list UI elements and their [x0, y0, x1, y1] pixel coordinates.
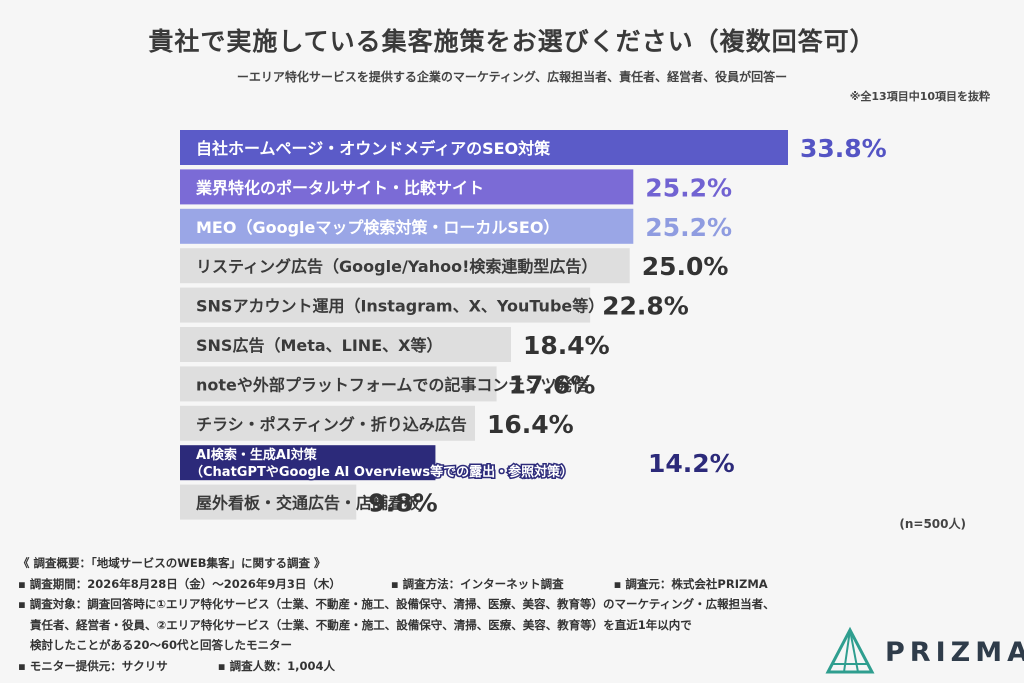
- chart-subtitle: ーエリア特化サービスを提供する企業のマーケティング、広報担当者、責任者、経営者、…: [236, 70, 788, 84]
- value-label-5: 18.4%: [523, 331, 610, 360]
- sample-size-note: (n=500人): [899, 517, 966, 531]
- survey-target-1: ▪ 調査対象：調査回答時に①エリア特化サービス（士業、不動産・施工、設備保守、清…: [18, 597, 775, 611]
- bar-label-0: 自社ホームページ・オウンドメディアのSEO対策: [196, 139, 551, 158]
- value-label-2: 25.2%: [645, 213, 732, 242]
- bar-4: [180, 287, 591, 323]
- bar-label-4: SNSアカウント運用（Instagram、X、YouTube等）: [196, 297, 604, 316]
- bar-8: [180, 445, 436, 481]
- bar-2: [180, 208, 634, 244]
- bar-6: [180, 366, 497, 402]
- survey-count: ▪ 調査人数：1,004人: [217, 658, 335, 673]
- value-label-1: 25.2%: [645, 173, 732, 202]
- survey-provider-row: ▪ モニター提供元：サクリサ ▪ 調査人数：1,004人: [18, 656, 838, 677]
- bar-5: [180, 327, 511, 362]
- bar-7: [180, 405, 476, 441]
- value-label-7: 16.4%: [487, 410, 574, 439]
- bar-label-1: 業界特化のポータルサイト・比較サイト: [195, 178, 484, 197]
- bar-label-3: リスティング広告（Google/Yahoo!検索連動型広告）: [196, 257, 597, 276]
- value-label-4: 22.8%: [602, 292, 689, 321]
- survey-heading: 《 調査概要：「地域サービスのWEB集客」に関する調査 》: [18, 556, 326, 570]
- survey-target-3: 検討したことがある20〜60代と回答したモニター: [30, 638, 293, 652]
- survey-provider: ▪ モニター提供元：サクリサ: [18, 658, 168, 673]
- bar-0: [180, 130, 788, 165]
- bar-label-8: AI検索・生成AI対策: [196, 447, 318, 463]
- bar-9: [180, 484, 357, 520]
- prizma-logo-icon: [825, 626, 875, 674]
- bar-chart: 自社ホームページ・オウンドメディアのSEO対策 33.8% 業界特化のポータルサイト…: [180, 130, 887, 520]
- survey-period: ▪ 調査期間：2026年8月28日（金）〜2026年9月3日（木）: [18, 576, 341, 591]
- survey-method: ▪ 調査方法：インターネット調査: [390, 576, 564, 591]
- bar-label-5: SNS広告（Meta、LINE、X等）: [196, 336, 442, 355]
- survey-target-2: 責任者、経営者・役員、②エリア特化サービス（士業、不動産・施工、設備保守、清掃、…: [30, 617, 692, 632]
- bar-label-2: MEO（Googleマップ検索対策・ローカルSEO）: [196, 218, 559, 237]
- bar-label-6: noteや外部プラットフォームでの記事コンテンツ発信: [196, 375, 588, 394]
- survey-summary: 《 調査概要：「地域サービスのWEB集客」に関する調査 》 ▪ 調査期間：202…: [18, 553, 838, 676]
- value-label-8: 14.2%: [648, 449, 735, 478]
- value-label-0: 33.8%: [800, 134, 887, 163]
- survey-source: ▪ 調査元：株式会社PRIZMA: [613, 576, 768, 591]
- prizma-logo-text: PRIZMA: [885, 637, 1024, 668]
- bar-1: [180, 169, 634, 205]
- bar-3: [180, 248, 630, 284]
- excerpt-note: ※全13項目中10項目を抜粋: [849, 90, 990, 103]
- bar-label-9: 屋外看板・交通広告・店舗看板: [196, 494, 421, 513]
- value-label-9: 9.8%: [368, 489, 437, 518]
- value-label-3: 25.0%: [642, 252, 729, 281]
- bar-sublabel-8: （ChatGPTやGoogle AI Overviews等での露出・参照対策）: [190, 464, 573, 480]
- value-label-6: 17.6%: [509, 370, 596, 399]
- survey-meta-row: ▪ 調査期間：2026年8月28日（金）〜2026年9月3日（木） ▪ 調査方法：…: [18, 574, 838, 595]
- bar-label-7: チラシ・ポスティング・折り込み広告: [196, 415, 467, 434]
- chart-title: 貴社で実施している集客施策をお選びください（複数回答可）: [148, 27, 876, 56]
